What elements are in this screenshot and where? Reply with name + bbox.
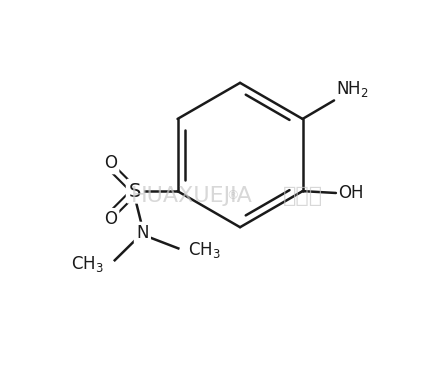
Text: 化学加: 化学加 bbox=[283, 186, 323, 206]
Text: HUAXUEJIA: HUAXUEJIA bbox=[131, 186, 253, 206]
Text: CH$_3$: CH$_3$ bbox=[187, 239, 220, 260]
Text: ®: ® bbox=[131, 189, 239, 202]
Text: O: O bbox=[105, 210, 118, 228]
Text: NH$_2$: NH$_2$ bbox=[336, 79, 368, 98]
Text: OH: OH bbox=[338, 184, 363, 202]
Text: N: N bbox=[136, 224, 149, 242]
Text: CH$_3$: CH$_3$ bbox=[71, 254, 104, 274]
Text: S: S bbox=[129, 182, 141, 201]
Text: O: O bbox=[105, 154, 118, 172]
